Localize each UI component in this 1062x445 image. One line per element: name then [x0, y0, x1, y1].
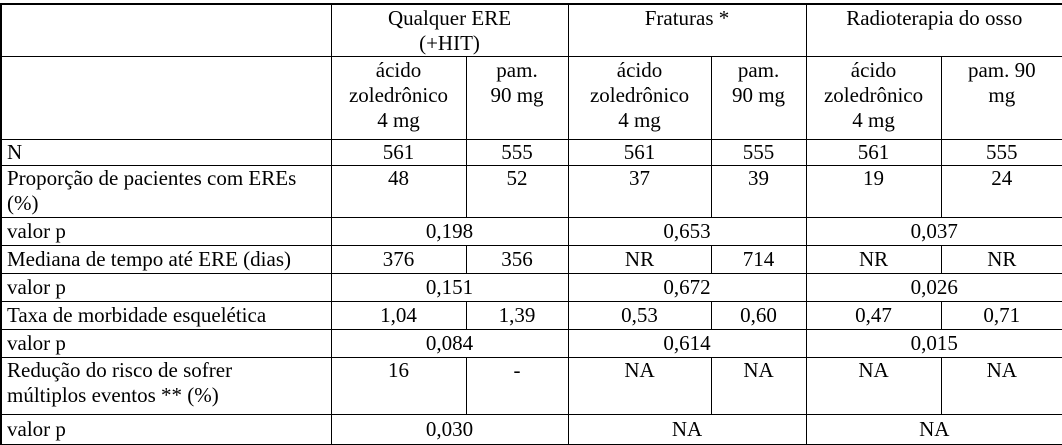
column-header-zoledronico-qualquer: ácido zoledrônico 4 mg [330, 56, 467, 140]
p-value-cell: 0,037 [805, 217, 1062, 246]
drug-header-row: ácido zoledrônico 4 mg pam. 90 mg ácido … [0, 56, 1062, 140]
data-cell: NR [805, 245, 942, 274]
data-cell: 0,71 [940, 301, 1062, 330]
data-cell: 24 [940, 165, 1062, 218]
row-label: valor p [0, 217, 332, 246]
table-row-taxa: Taxa de morbidade esquelética 1,04 1,39 … [0, 301, 1062, 330]
data-cell: 356 [465, 245, 569, 274]
p-value-cell: NA [567, 414, 807, 445]
p-value-cell: 0,198 [330, 217, 569, 246]
column-header-pam-qualquer: pam. 90 mg [465, 56, 569, 140]
data-cell: 714 [710, 245, 807, 274]
table-row-pvalue: valor p 0,084 0,614 0,015 [0, 329, 1062, 358]
group-header-radioterapia: Radioterapia do osso [805, 3, 1062, 57]
data-cell: 16 [330, 357, 467, 415]
data-cell: 0,53 [567, 301, 712, 330]
corner-cell-top [0, 3, 332, 57]
column-header-zoledronico-fraturas: ácido zoledrônico 4 mg [567, 56, 712, 140]
clinical-results-table: Qualquer ERE (+HIT) Fraturas * Radiotera… [0, 3, 1062, 445]
data-cell: 39 [710, 165, 807, 218]
table-row-reducao: Redução do risco de sofrer múltiplos eve… [0, 357, 1062, 415]
table-row-proporcao: Proporção de pacientes com EREs (%) 48 5… [0, 165, 1062, 218]
row-label: valor p [0, 329, 332, 358]
p-value-cell: 0,084 [330, 329, 569, 358]
column-header-pam-fraturas: pam. 90 mg [710, 56, 807, 140]
p-value-cell: 0,030 [330, 414, 569, 445]
data-cell: 376 [330, 245, 467, 274]
data-cell: 561 [330, 139, 467, 166]
data-cell: 37 [567, 165, 712, 218]
group-header-qualquer-ere: Qualquer ERE (+HIT) [330, 3, 569, 57]
row-label: valor p [0, 414, 332, 445]
column-header-pam-radioterapia: pam. 90 mg [940, 56, 1062, 140]
table-row-pvalue: valor p 0,030 NA NA [0, 414, 1062, 445]
data-cell: NA [710, 357, 807, 415]
data-cell: NA [805, 357, 942, 415]
column-header-zoledronico-radioterapia: ácido zoledrônico 4 mg [805, 56, 942, 140]
table-row-mediana: Mediana de tempo até ERE (dias) 376 356 … [0, 245, 1062, 274]
data-cell: 561 [567, 139, 712, 166]
data-cell: 555 [710, 139, 807, 166]
table-row-pvalue: valor p 0,151 0,672 0,026 [0, 273, 1062, 302]
p-value-cell: 0,026 [805, 273, 1062, 302]
p-value-cell: NA [805, 414, 1062, 445]
data-cell: 19 [805, 165, 942, 218]
group-header-row: Qualquer ERE (+HIT) Fraturas * Radiotera… [0, 3, 1062, 57]
data-cell: 0,60 [710, 301, 807, 330]
data-cell: 555 [465, 139, 569, 166]
data-cell: 1,39 [465, 301, 569, 330]
row-label: Proporção de pacientes com EREs (%) [0, 165, 332, 218]
data-cell: 1,04 [330, 301, 467, 330]
data-cell: 561 [805, 139, 942, 166]
row-label: Taxa de morbidade esquelética [0, 301, 332, 330]
p-value-cell: 0,151 [330, 273, 569, 302]
table-row-pvalue: valor p 0,198 0,653 0,037 [0, 217, 1062, 246]
row-label: Redução do risco de sofrer múltiplos eve… [0, 357, 332, 415]
row-label: N [0, 139, 332, 166]
data-cell: NA [940, 357, 1062, 415]
row-label: valor p [0, 273, 332, 302]
p-value-cell: 0,672 [567, 273, 807, 302]
corner-cell-sub [0, 56, 332, 140]
data-cell: NR [567, 245, 712, 274]
row-label: Mediana de tempo até ERE (dias) [0, 245, 332, 274]
p-value-cell: 0,653 [567, 217, 807, 246]
data-cell: 555 [940, 139, 1062, 166]
table-row-n: N 561 555 561 555 561 555 [0, 139, 1062, 166]
p-value-cell: 0,614 [567, 329, 807, 358]
data-cell: 0,47 [805, 301, 942, 330]
p-value-cell: 0,015 [805, 329, 1062, 358]
data-cell: NR [940, 245, 1062, 274]
data-cell: - [465, 357, 569, 415]
data-cell: 48 [330, 165, 467, 218]
data-cell: NA [567, 357, 712, 415]
data-cell: 52 [465, 165, 569, 218]
group-header-fraturas: Fraturas * [567, 3, 807, 57]
